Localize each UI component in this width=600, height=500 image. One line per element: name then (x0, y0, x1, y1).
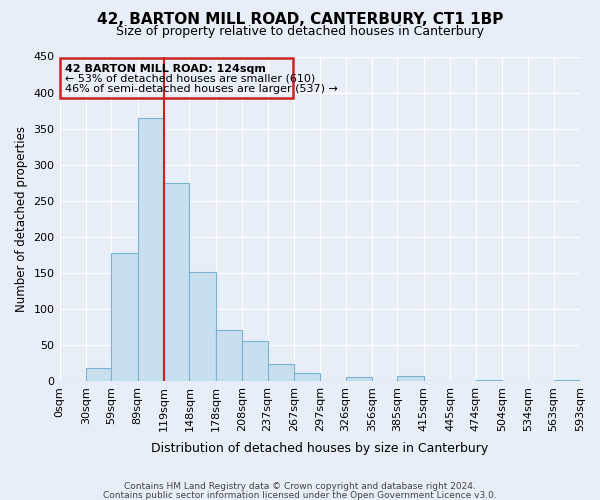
Bar (86, 368, 112, 381)
Bar (397, 376, 424, 381)
Text: 42, BARTON MILL ROAD, CANTERBURY, CT1 1BP: 42, BARTON MILL ROAD, CANTERBURY, CT1 1B… (97, 12, 503, 28)
Bar (268, 364, 294, 381)
Bar (137, 118, 164, 381)
Text: Contains HM Land Registry data © Crown copyright and database right 2024.: Contains HM Land Registry data © Crown c… (124, 482, 476, 491)
Bar (112, 254, 137, 381)
X-axis label: Distribution of detached houses by size in Canterbury: Distribution of detached houses by size … (151, 442, 488, 455)
Text: Size of property relative to detached houses in Canterbury: Size of property relative to detached ho… (116, 25, 484, 38)
Text: Contains public sector information licensed under the Open Government Licence v3: Contains public sector information licen… (103, 490, 497, 500)
Text: ← 53% of detached houses are smaller (610): ← 53% of detached houses are smaller (61… (65, 74, 315, 84)
Text: 42 BARTON MILL ROAD: 124sqm: 42 BARTON MILL ROAD: 124sqm (65, 64, 266, 74)
Bar (476, 380, 502, 381)
Bar (554, 380, 580, 381)
Bar (216, 330, 242, 381)
Text: 46% of semi-detached houses are larger (537) →: 46% of semi-detached houses are larger (… (65, 84, 338, 94)
Bar (294, 373, 320, 381)
Bar (164, 182, 190, 381)
Bar (242, 342, 268, 381)
Bar (346, 376, 372, 381)
Bar (61, 58, 293, 98)
Bar (190, 272, 216, 381)
Y-axis label: Number of detached properties: Number of detached properties (15, 126, 28, 312)
